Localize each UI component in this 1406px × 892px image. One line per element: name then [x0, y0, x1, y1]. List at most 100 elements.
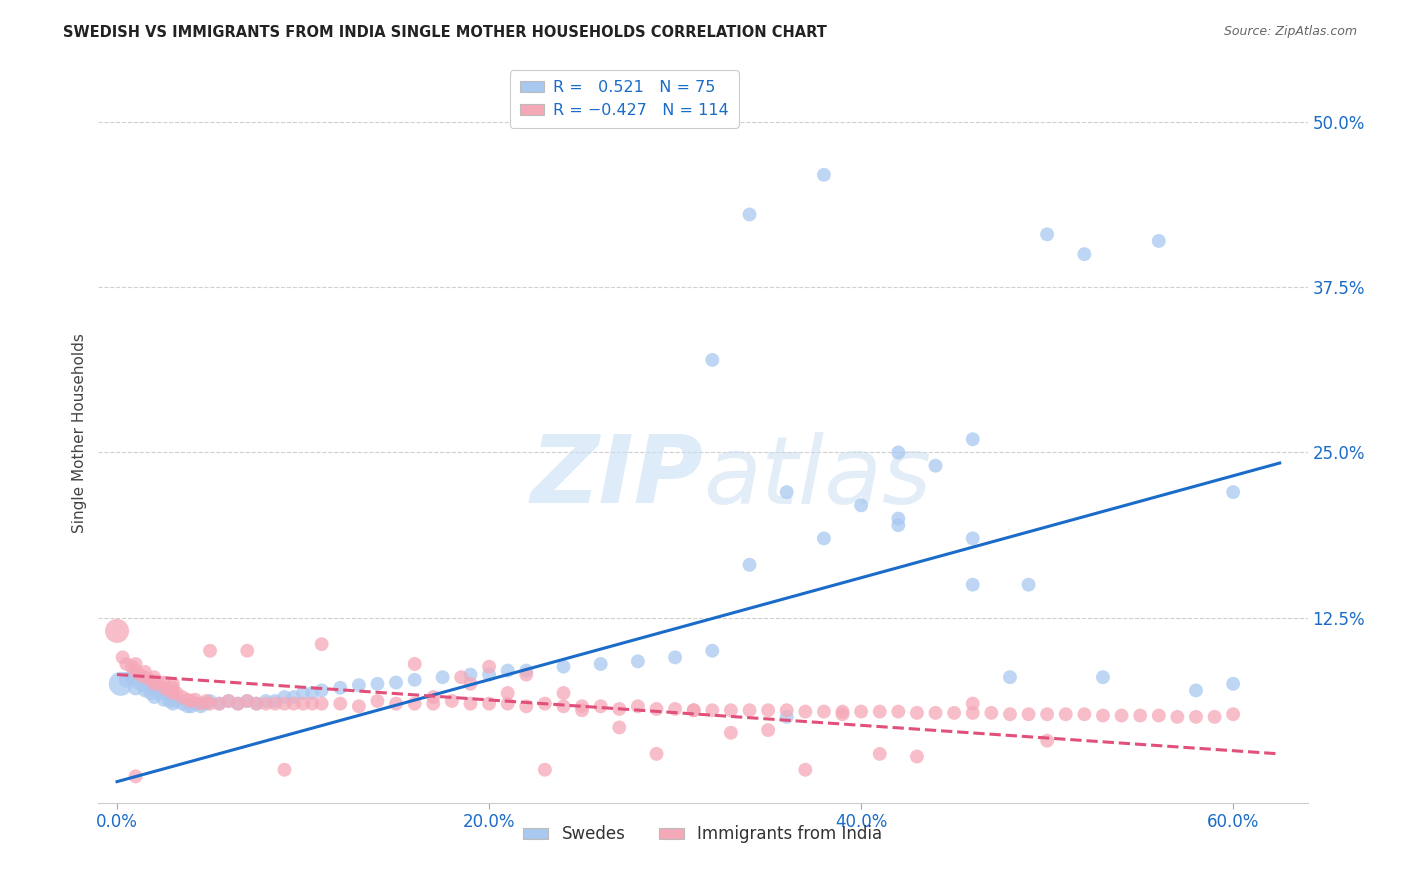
Point — [738, 207, 761, 221]
Point — [589, 657, 612, 671]
Point — [236, 694, 259, 708]
Point — [1204, 710, 1226, 724]
Point — [301, 697, 323, 711]
Point — [162, 690, 184, 704]
Point — [124, 664, 146, 678]
Point — [998, 670, 1021, 684]
Point — [404, 673, 426, 687]
Point — [794, 705, 817, 719]
Point — [152, 692, 174, 706]
Point — [105, 624, 128, 638]
Point — [208, 697, 231, 711]
Point — [478, 697, 501, 711]
Point — [1073, 707, 1095, 722]
Point — [236, 694, 259, 708]
Point — [943, 706, 966, 720]
Point — [143, 681, 166, 695]
Point — [264, 694, 287, 708]
Point — [273, 690, 295, 704]
Point — [422, 697, 444, 711]
Point — [702, 352, 724, 367]
Point — [962, 706, 984, 720]
Point — [347, 678, 370, 692]
Y-axis label: Single Mother Households: Single Mother Households — [72, 333, 87, 533]
Point — [366, 677, 388, 691]
Legend: Swedes, Immigrants from India: Swedes, Immigrants from India — [517, 819, 889, 850]
Point — [177, 692, 200, 706]
Point — [534, 697, 557, 711]
Point — [720, 725, 742, 739]
Point — [190, 697, 212, 711]
Text: Source: ZipAtlas.com: Source: ZipAtlas.com — [1223, 25, 1357, 38]
Text: atlas: atlas — [703, 432, 931, 523]
Point — [607, 721, 630, 735]
Point — [1166, 710, 1188, 724]
Point — [1147, 708, 1170, 723]
Point — [1073, 247, 1095, 261]
Point — [887, 511, 910, 525]
Point — [553, 699, 575, 714]
Point — [515, 699, 537, 714]
Point — [162, 677, 184, 691]
Point — [682, 703, 704, 717]
Point — [1091, 708, 1114, 723]
Point — [460, 677, 482, 691]
Point — [226, 697, 249, 711]
Point — [329, 681, 352, 695]
Point — [347, 699, 370, 714]
Point — [143, 677, 166, 691]
Point — [226, 697, 249, 711]
Point — [111, 650, 134, 665]
Point — [627, 699, 650, 714]
Point — [162, 681, 184, 695]
Point — [157, 683, 180, 698]
Point — [166, 694, 188, 708]
Point — [905, 706, 928, 720]
Point — [143, 690, 166, 704]
Point — [998, 707, 1021, 722]
Point — [283, 697, 305, 711]
Point — [124, 657, 146, 671]
Point — [198, 694, 221, 708]
Point — [292, 697, 315, 711]
Point — [245, 697, 267, 711]
Point — [157, 694, 180, 708]
Point — [1147, 234, 1170, 248]
Point — [121, 659, 143, 673]
Point — [450, 670, 472, 684]
Point — [121, 670, 143, 684]
Point — [887, 705, 910, 719]
Point — [664, 650, 686, 665]
Point — [273, 763, 295, 777]
Point — [589, 699, 612, 714]
Point — [571, 699, 593, 714]
Point — [756, 723, 779, 737]
Point — [180, 694, 202, 708]
Point — [645, 702, 668, 716]
Point — [195, 697, 218, 711]
Point — [184, 692, 207, 706]
Point — [980, 706, 1002, 720]
Point — [496, 664, 519, 678]
Point — [776, 710, 799, 724]
Point — [1111, 708, 1133, 723]
Point — [198, 644, 221, 658]
Point — [440, 694, 463, 708]
Point — [813, 168, 835, 182]
Point — [124, 681, 146, 695]
Point — [180, 699, 202, 714]
Point — [627, 654, 650, 668]
Point — [166, 686, 188, 700]
Point — [245, 697, 267, 711]
Point — [478, 667, 501, 681]
Point — [664, 702, 686, 716]
Point — [813, 705, 835, 719]
Point — [208, 697, 231, 711]
Point — [1185, 683, 1208, 698]
Point — [1018, 577, 1040, 591]
Point — [702, 644, 724, 658]
Point — [607, 702, 630, 716]
Point — [273, 697, 295, 711]
Point — [571, 703, 593, 717]
Point — [515, 664, 537, 678]
